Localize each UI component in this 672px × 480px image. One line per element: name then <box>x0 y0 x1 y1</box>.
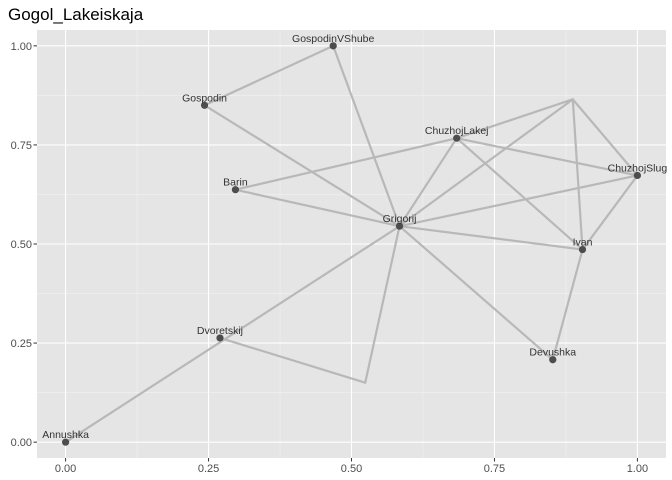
edge-GospodinVShube-Grigorij <box>332 44 401 228</box>
edges-layer <box>64 44 639 444</box>
edge-Ivan-Devushka <box>551 248 584 361</box>
node-label-Barin: Barin <box>223 177 248 189</box>
node-Annushka <box>61 438 70 446</box>
node-Ivan <box>578 245 587 254</box>
node-Gospodin <box>200 101 209 109</box>
edge-Dvoretskij-b1 <box>218 336 367 384</box>
node-label-Gospodin: Gospodin <box>182 92 227 104</box>
node-label-ChuzhojSlug: ChuzhojSlug <box>608 162 668 174</box>
nodes-layer <box>61 42 642 446</box>
edge-ChuzhojLakej-ChuzhojSlug <box>455 137 639 177</box>
node-label-Ivan: Ivan <box>573 237 593 249</box>
edge-Gospodin-Grigorij <box>203 104 401 228</box>
node-Devushka <box>549 356 557 364</box>
edge-Grigorij-Devushka <box>398 225 554 361</box>
x-tick-label: 1.00 <box>627 463 648 475</box>
edge-Ivan-ChuzhojSlug <box>581 174 639 251</box>
edge-ChuzhojLakej-Ivan <box>455 137 584 251</box>
node-GospodinVShube <box>329 42 337 50</box>
y-tick-label: 0.00 <box>11 437 32 449</box>
x-tick-label: 0.75 <box>484 463 505 475</box>
y-tick-label: 0.75 <box>11 140 32 152</box>
node-Dvoretskij <box>216 334 224 342</box>
edge-ChuzhojLakej-b2 <box>455 98 574 140</box>
node-label-Grigorij: Grigorij <box>383 213 417 225</box>
edge-Grigorij-Ivan <box>398 225 584 251</box>
node-label-GospodinVShube: GospodinVShube <box>292 33 374 45</box>
x-tick-label: 0.50 <box>341 463 362 475</box>
node-Barin <box>231 186 240 194</box>
chart-title: Gogol_Lakeiskaja <box>8 5 144 24</box>
edge-Barin-Grigorij <box>234 188 401 228</box>
node-ChuzhojLakej <box>453 134 461 142</box>
node-label-Dvoretskij: Dvoretskij <box>197 325 243 337</box>
y-tick-label: 0.25 <box>11 338 32 350</box>
edge-b2-Ivan <box>571 98 584 251</box>
node-Grigorij <box>395 222 404 230</box>
node-label-ChuzhojLakej: ChuzhojLakej <box>425 125 489 137</box>
node-ChuzhojSlug <box>633 171 642 180</box>
edge-GospodinVShube-Gospodin <box>203 44 335 107</box>
edge-Annushka-Grigorij <box>64 225 401 444</box>
node-labels-layer: Annushka Dvoretskij Barin Gospodin GospodinV… <box>42 33 667 441</box>
edge-Grigorij-b2 <box>398 98 574 228</box>
grid-major <box>37 30 666 458</box>
edge-b2-ChuzhojSlug <box>571 98 639 177</box>
x-tick-label: 0.25 <box>198 463 219 475</box>
node-label-Devushka: Devushka <box>529 347 576 359</box>
edge-Grigorij-ChuzhojLakej <box>398 137 458 228</box>
x-tick-label: 0.00 <box>55 463 76 475</box>
node-label-Annushka: Annushka <box>42 429 89 441</box>
y-tick-label: 1.00 <box>11 41 32 53</box>
y-axis: 0.00 0.25 0.50 0.75 1.00 <box>11 41 37 449</box>
edge-Barin-ChuzhojLakej <box>234 137 458 191</box>
x-axis: 0.00 0.25 0.50 0.75 1.00 <box>55 458 648 475</box>
edge-b1-Grigorij <box>364 225 401 384</box>
y-tick-label: 0.50 <box>11 239 32 251</box>
edge-Grigorij-ChuzhojSlug <box>398 174 639 228</box>
